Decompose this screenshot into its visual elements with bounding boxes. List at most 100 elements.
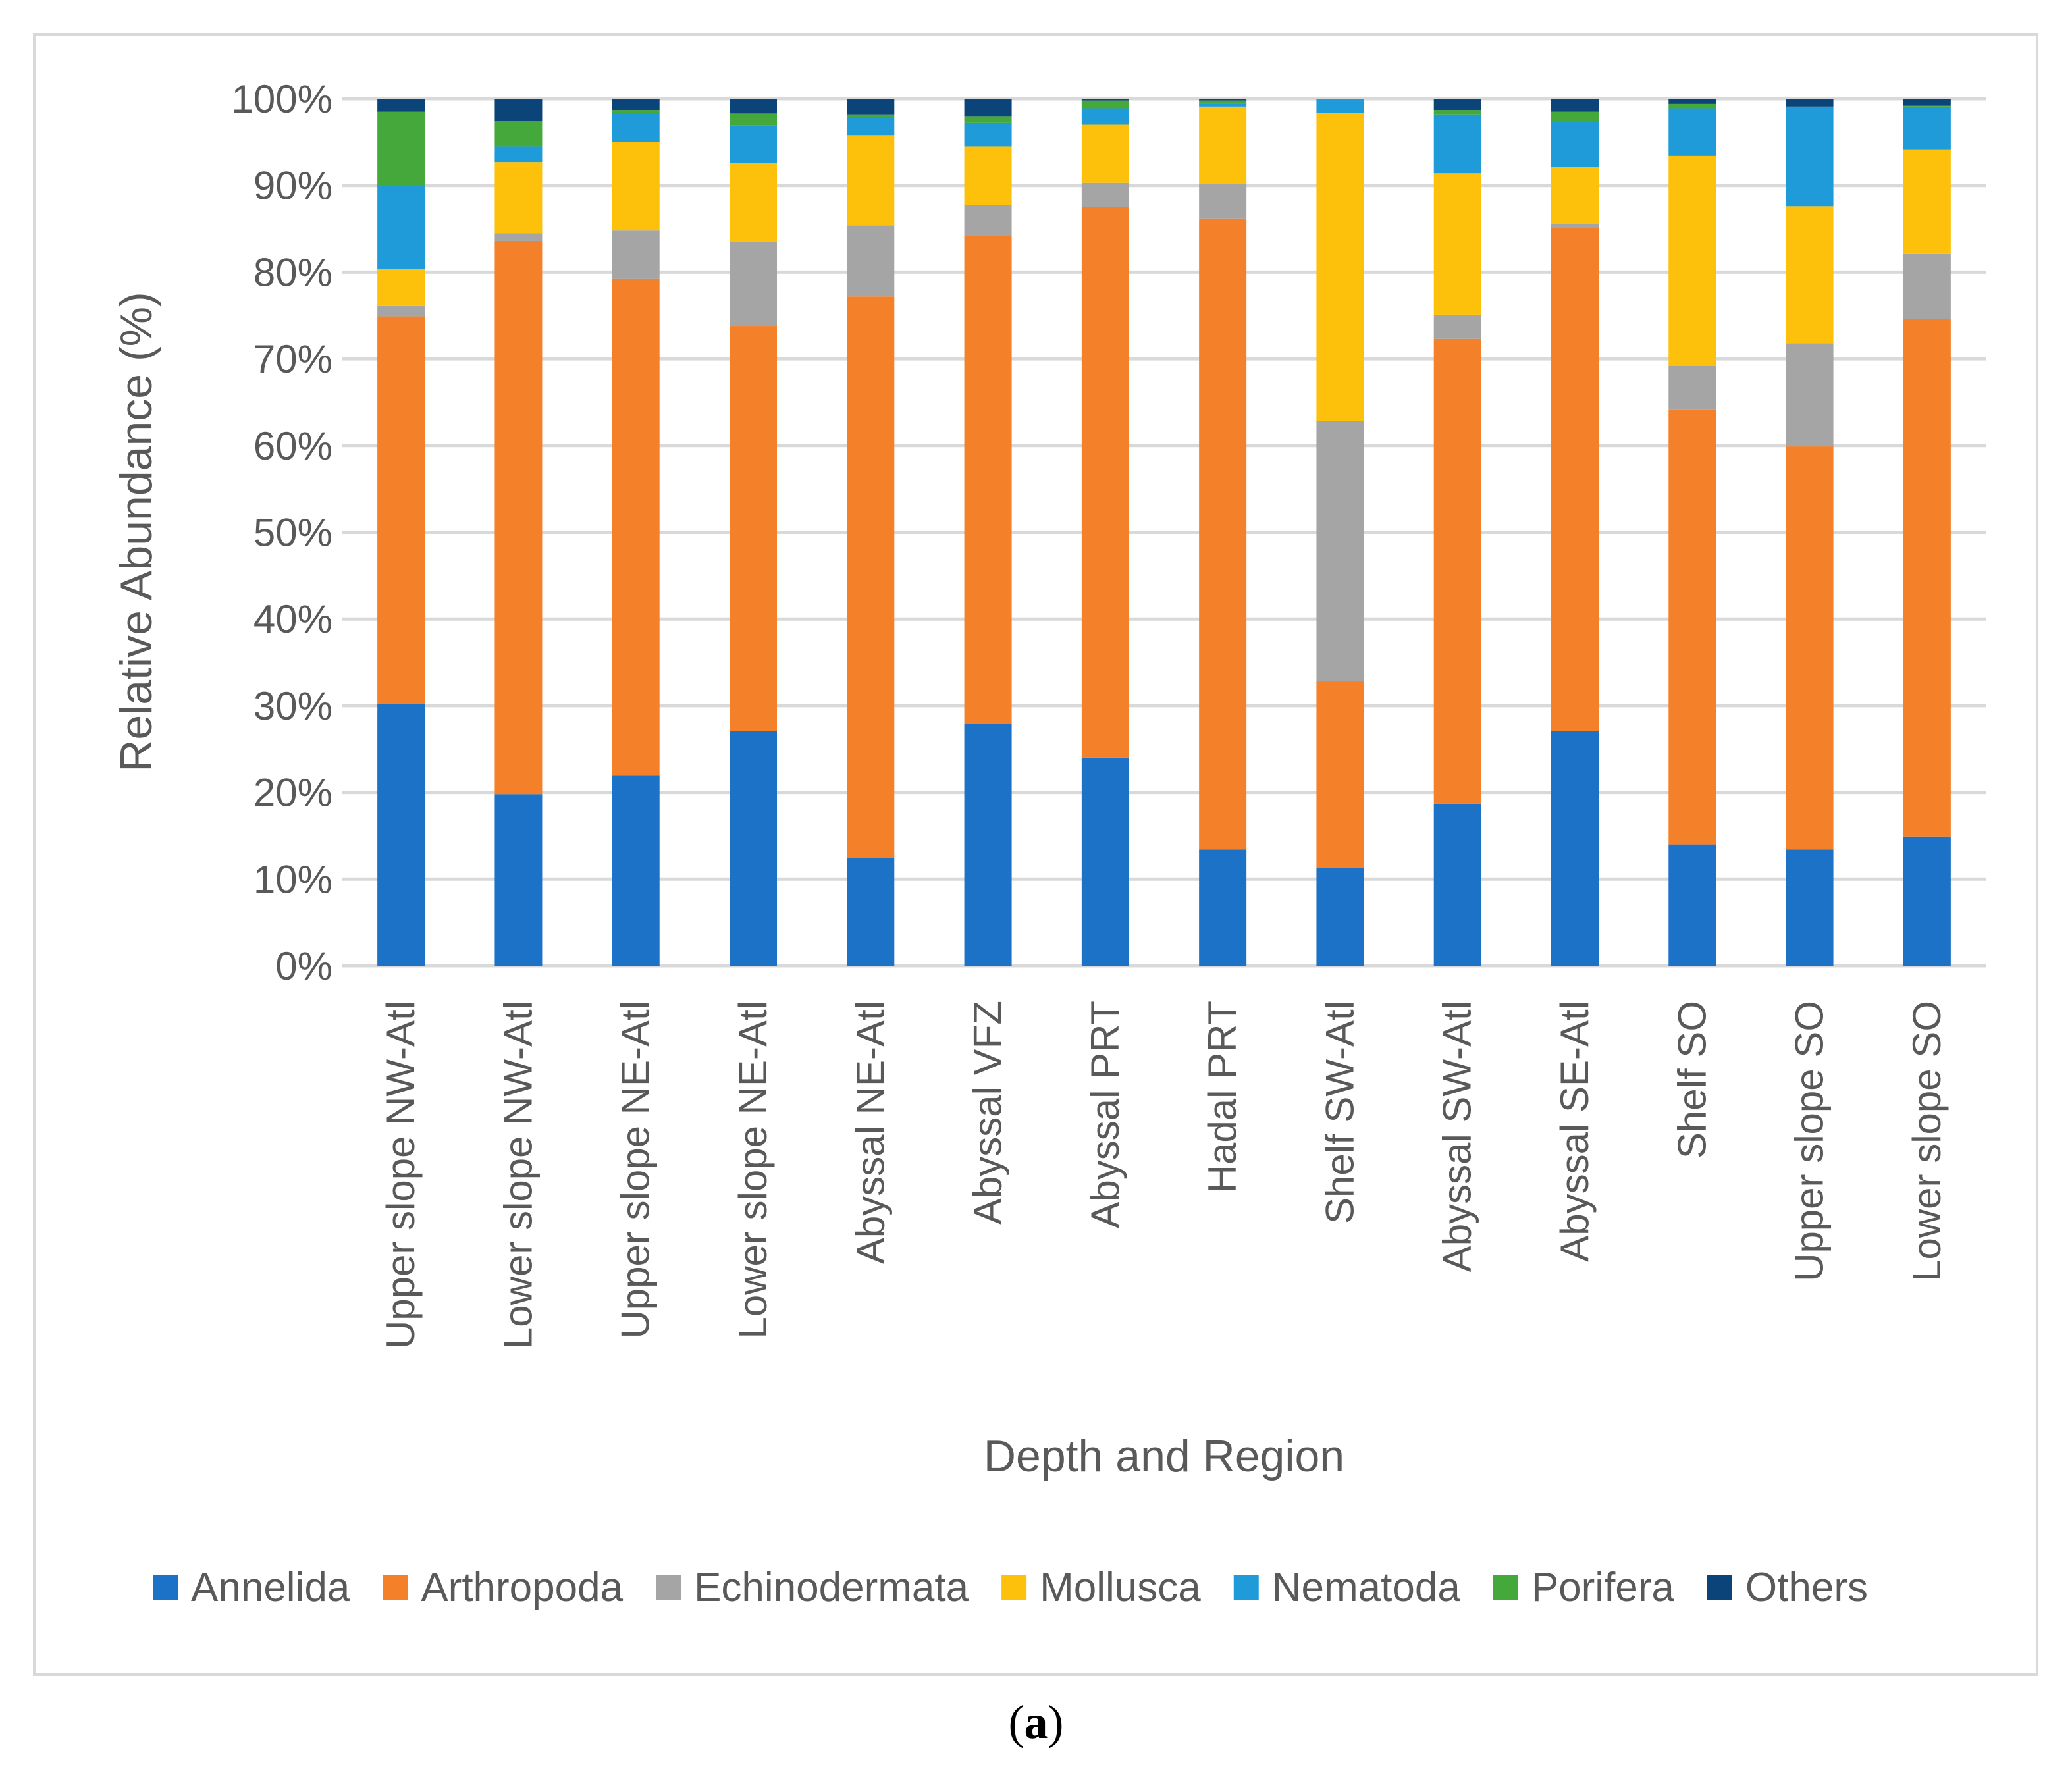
bar-segment-annelida bbox=[612, 775, 660, 966]
legend-swatch-mollusca bbox=[1001, 1575, 1027, 1600]
bar-segment-others bbox=[494, 99, 543, 122]
legend-swatch-echinodermata bbox=[656, 1575, 681, 1600]
bar-segment-porifera bbox=[1668, 103, 1716, 109]
y-tick-label: 40% bbox=[253, 597, 332, 641]
y-tick-label: 70% bbox=[253, 337, 332, 381]
x-tick-label: Shelf SW-Atl bbox=[1317, 1001, 1362, 1224]
bar-segment-nematoda bbox=[1786, 106, 1834, 207]
bar-segment-porifera bbox=[847, 114, 895, 117]
x-tick-label: Upper slope SO bbox=[1788, 1001, 1832, 1282]
y-tick-label: 10% bbox=[253, 857, 332, 901]
bar-segment-nematoda bbox=[494, 146, 543, 163]
legend-label-annelida: Annelida bbox=[191, 1565, 350, 1610]
bar-segment-arthropoda bbox=[847, 296, 895, 858]
bar-segment-mollusca bbox=[377, 269, 425, 306]
bar-segment-echinodermata bbox=[494, 233, 543, 241]
bar-segment-arthropoda bbox=[1903, 319, 1951, 837]
x-tick-label: Abyssal VFZ bbox=[966, 1001, 1010, 1225]
bar-segment-mollusca bbox=[1668, 155, 1716, 366]
bar-segment-echinodermata bbox=[1081, 182, 1129, 207]
chart-frame bbox=[33, 33, 2038, 1676]
bar-segment-annelida bbox=[1786, 849, 1834, 966]
bar-segment-nematoda bbox=[377, 186, 425, 269]
bar-segment-arthropoda bbox=[964, 236, 1012, 724]
y-tick-label: 20% bbox=[253, 771, 332, 815]
bar-segment-others bbox=[1081, 99, 1129, 101]
bar-segment-others bbox=[1903, 99, 1951, 106]
bar-segment-echinodermata bbox=[730, 242, 777, 327]
bar-segment-nematoda bbox=[1199, 103, 1247, 107]
bar-segment-others bbox=[1668, 99, 1716, 104]
bar-segment-mollusca bbox=[1551, 167, 1599, 224]
y-tick-label: 0% bbox=[275, 944, 332, 988]
bar-segment-porifera bbox=[1433, 110, 1481, 115]
bar-segment-annelida bbox=[964, 724, 1012, 966]
legend-swatch-annelida bbox=[153, 1575, 178, 1600]
y-axis-title: Relative Abundance (%) bbox=[111, 292, 161, 772]
bar-segment-porifera bbox=[1551, 111, 1599, 122]
x-tick-labels: Upper slope NW-Atl Lower slope NW-Atl Uppe… bbox=[379, 1001, 1949, 1349]
bar-segment-mollusca bbox=[1903, 149, 1951, 254]
bars bbox=[377, 99, 1951, 966]
legend-swatch-arthropoda bbox=[383, 1575, 408, 1600]
bar-segment-annelida bbox=[1316, 868, 1364, 966]
y-tick-label: 30% bbox=[253, 684, 332, 728]
bar-segment-arthropoda bbox=[1433, 338, 1481, 804]
bar-segment-porifera bbox=[1903, 105, 1951, 107]
bar-segment-annelida bbox=[1903, 836, 1951, 966]
legend-label-arthropoda: Arthropoda bbox=[421, 1565, 623, 1610]
x-tick-label: Abyssal SW-Atl bbox=[1435, 1001, 1479, 1272]
bar-segment-annelida bbox=[1551, 731, 1599, 966]
x-tick-label: Lower slope NE-Atl bbox=[731, 1001, 775, 1339]
legend: Annelida Arthropoda Echinodermata Mollusca N… bbox=[153, 1565, 1868, 1610]
legend-swatch-nematoda bbox=[1233, 1575, 1259, 1600]
legend-label-nematoda: Nematoda bbox=[1272, 1565, 1461, 1610]
legend-label-mollusca: Mollusca bbox=[1040, 1565, 1201, 1610]
bar-segment-echinodermata bbox=[1786, 343, 1834, 447]
bar-segment-porifera bbox=[612, 110, 660, 113]
figure-label-letter: a bbox=[1024, 1696, 1048, 1749]
bar-segment-nematoda bbox=[964, 122, 1012, 147]
figure-label: (a) bbox=[1008, 1696, 1064, 1749]
legend-label-others: Others bbox=[1745, 1565, 1868, 1610]
x-tick-label: Lower slope SO bbox=[1905, 1001, 1949, 1282]
bar-segment-echinodermata bbox=[1903, 253, 1951, 319]
y-tick-label: 50% bbox=[253, 511, 332, 555]
bar-segment-others bbox=[1551, 99, 1599, 112]
bar-segment-echinodermata bbox=[964, 205, 1012, 236]
y-tick-label: 90% bbox=[253, 164, 332, 208]
bar-segment-porifera bbox=[730, 113, 777, 126]
bar-segment-echinodermata bbox=[1433, 314, 1481, 339]
bar-segment-mollusca bbox=[847, 135, 895, 226]
bar-segment-arthropoda bbox=[730, 326, 777, 731]
bar-segment-echinodermata bbox=[377, 305, 425, 317]
y-tick-labels: 0% 10% 20% 30% 40% 50% 60% 70% 80% 90% 100% bbox=[232, 77, 332, 988]
x-axis-title: Depth and Region bbox=[984, 1431, 1344, 1481]
bar-segment-arthropoda bbox=[612, 278, 660, 776]
bar-segment-mollusca bbox=[1199, 106, 1247, 184]
bar-segment-mollusca bbox=[1786, 206, 1834, 344]
bar-segment-annelida bbox=[847, 858, 895, 966]
bar-segment-mollusca bbox=[494, 162, 543, 234]
bar-segment-arthropoda bbox=[1668, 409, 1716, 845]
legend-label-echinodermata: Echinodermata bbox=[694, 1565, 969, 1610]
bar-segment-porifera bbox=[964, 116, 1012, 123]
bar-segment-echinodermata bbox=[1551, 224, 1599, 228]
x-tick-label: Abyssal NE-Atl bbox=[848, 1001, 892, 1264]
x-tick-label: Abyssal PRT bbox=[1083, 1001, 1127, 1228]
bar-segment-echinodermata bbox=[847, 225, 895, 297]
x-tick-label: Upper slope NW-Atl bbox=[379, 1001, 423, 1349]
bar-segment-echinodermata bbox=[1199, 184, 1247, 219]
gridlines bbox=[342, 97, 1986, 968]
bar-segment-annelida bbox=[1668, 844, 1716, 966]
stacked-bar-chart: 0% 10% 20% 30% 40% 50% 60% 70% 80% 90% 100% Upper … bbox=[111, 77, 1986, 1610]
bar-segment-others bbox=[612, 99, 660, 111]
bar-segment-nematoda bbox=[612, 113, 660, 142]
y-tick-label: 100% bbox=[232, 77, 332, 121]
bar-segment-mollusca bbox=[612, 142, 660, 231]
x-tick-label: Hadal PRT bbox=[1200, 1001, 1244, 1193]
bar-segment-arthropoda bbox=[1316, 681, 1364, 868]
bar-segment-nematoda bbox=[1316, 99, 1364, 113]
bar-segment-annelida bbox=[377, 704, 425, 966]
bar-segment-others bbox=[847, 99, 895, 115]
